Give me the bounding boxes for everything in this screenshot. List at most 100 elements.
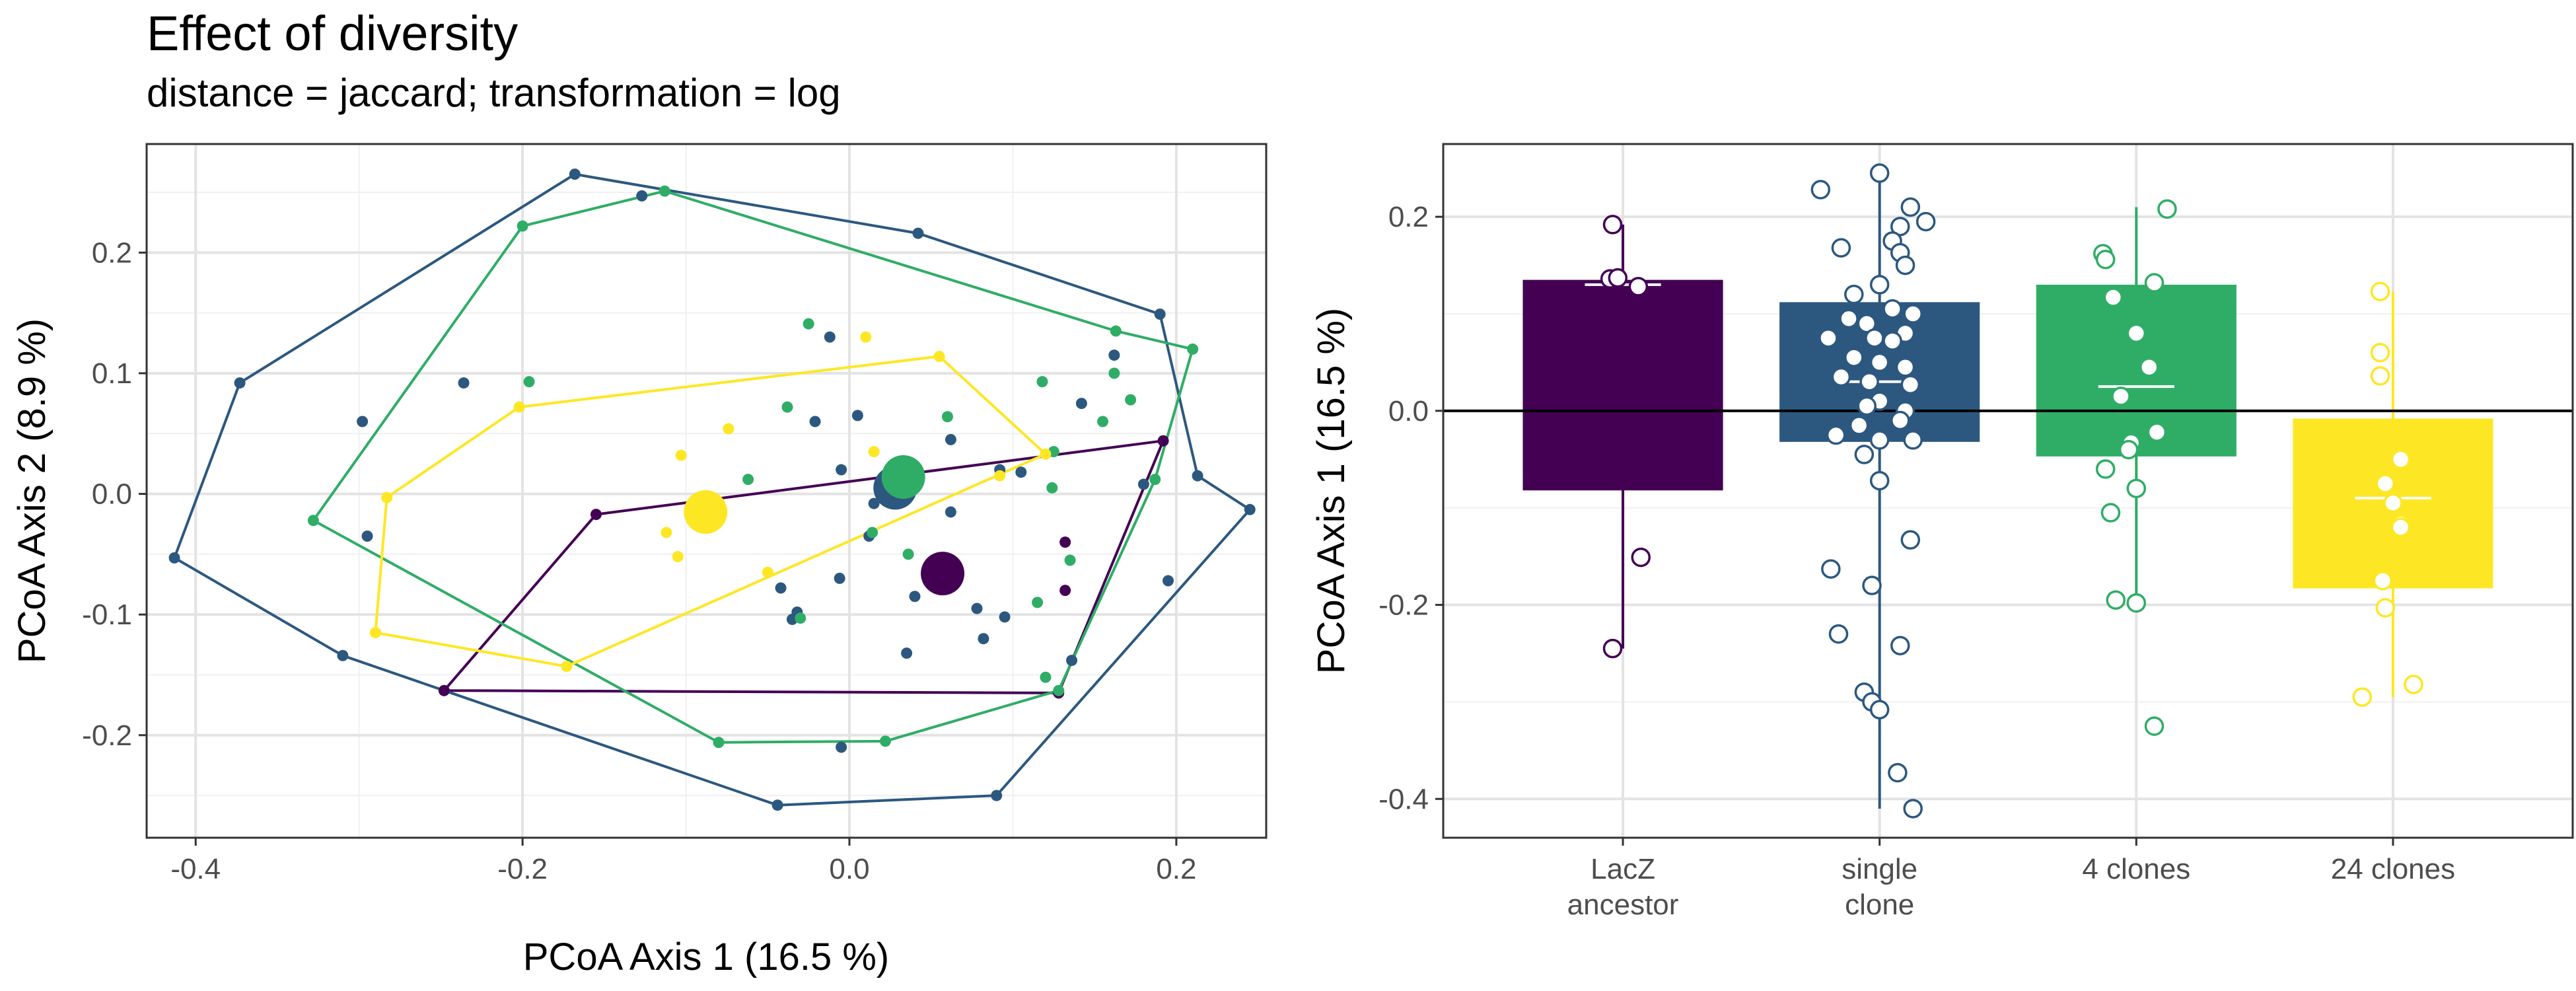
- scatter-point: [836, 464, 847, 476]
- scatter-point: [381, 492, 393, 503]
- scatter-point: [771, 799, 783, 811]
- scatter-point: [1137, 478, 1149, 490]
- jitter-point: [2390, 449, 2411, 470]
- scatter-tick-labels: -0.4 -0.2 0.0 0.2 -0.2 -0.1 0.0 0.1 0.2: [82, 237, 1196, 885]
- tick-label-line: LacZ: [1591, 853, 1655, 885]
- scatter-point: [337, 649, 349, 661]
- tick-label-line: 4 clones: [2082, 853, 2190, 885]
- jitter-point: [1628, 277, 1649, 297]
- jitter-point: [1608, 268, 1628, 288]
- scatter-point: [369, 627, 381, 639]
- scatter-x-tick-label: -0.4: [170, 853, 221, 885]
- scatter-point: [675, 449, 687, 461]
- scatter-point: [513, 401, 525, 413]
- jitter-point: [2375, 598, 2396, 618]
- jitter-point: [1888, 762, 1908, 783]
- jitter-point: [2100, 503, 2121, 523]
- boxplot-x-tick-label: 24 clones: [2331, 853, 2455, 885]
- scatter-point: [994, 470, 1006, 482]
- jitter-point: [1828, 624, 1849, 644]
- jitter-point: [1831, 238, 1851, 258]
- scatter-point: [851, 410, 863, 422]
- boxplot-y-tick-label: -0.4: [1378, 783, 1429, 815]
- scatter-point: [775, 582, 787, 594]
- jitter-point: [1857, 396, 1877, 416]
- scatter-point: [636, 190, 648, 202]
- scatter-point: [561, 661, 573, 673]
- jitter-point: [1869, 470, 1890, 491]
- scatter-point: [569, 168, 581, 180]
- jitter-point: [1900, 375, 1921, 394]
- centroid-24-clones: [684, 490, 728, 534]
- boxplot-y-tick-label: -0.2: [1378, 589, 1429, 622]
- boxplot-panel-border: [1442, 143, 2574, 839]
- jitter-point: [1903, 799, 1923, 819]
- boxplot-x-tick-label: LacZ ancestor: [1567, 853, 1679, 921]
- jitter-point: [2373, 571, 2393, 591]
- boxplot-x-tick-label: single clone: [1842, 853, 1917, 921]
- scatter-point: [234, 377, 246, 389]
- scatter-point: [945, 506, 956, 518]
- scatter-point: [1066, 655, 1078, 667]
- jitter-point: [1839, 309, 1859, 329]
- jitter-point: [1844, 348, 1864, 367]
- scatter-point: [909, 591, 921, 603]
- jitter-point: [1854, 445, 1875, 464]
- scatter-point: [824, 331, 836, 343]
- scatter-point: [1053, 684, 1065, 696]
- scatter-point: [1064, 554, 1076, 566]
- scatter-point: [357, 416, 369, 427]
- jitter-point: [1810, 180, 1831, 200]
- scatter-x-axis-title: PCoA Axis 1 (16.5 %): [523, 936, 889, 978]
- jitter-point: [1869, 430, 1890, 450]
- scatter-point: [1059, 536, 1071, 548]
- boxplot-groups: [1443, 163, 2573, 819]
- hull-single-clone: [173, 172, 1252, 807]
- scatter-point: [659, 185, 670, 197]
- scatter-y-axis-title: PCoA Axis 2 (8.9 %): [11, 318, 54, 663]
- scatter-point: [661, 527, 672, 538]
- jitter-point: [1869, 275, 1890, 295]
- scatter-point: [438, 684, 450, 696]
- jitter-point: [2157, 199, 2177, 219]
- scatter-point: [836, 741, 847, 753]
- jitter-point: [1859, 372, 1879, 392]
- scatter-point: [834, 572, 845, 584]
- scatter-point: [762, 566, 773, 578]
- scatter-point: [1059, 585, 1071, 597]
- axis1-boxplot-panel: -0.4 -0.2 0.0 0.2 LacZ ancestor single clone 4 c…: [1310, 143, 2574, 921]
- jitter-point: [2111, 386, 2131, 406]
- scatter-y-tick-label: 0.0: [92, 478, 132, 511]
- box: [1522, 279, 1723, 491]
- scatter-point: [1149, 474, 1161, 486]
- scatter-point: [999, 611, 1011, 623]
- jitter-point: [1602, 215, 1623, 235]
- scatter-point: [1157, 435, 1169, 447]
- jitter-point: [2144, 273, 2165, 293]
- scatter-point: [1244, 503, 1256, 515]
- scatter-point: [868, 497, 880, 509]
- scatter-point: [517, 220, 528, 232]
- jitter-point: [1862, 575, 1882, 595]
- jitter-point: [1903, 304, 1923, 324]
- scatter-point: [672, 551, 684, 563]
- jitter-point: [1869, 352, 1890, 373]
- scatter-y-tick-label: 0.1: [92, 357, 132, 390]
- jitter-point: [1844, 284, 1864, 305]
- scatter-point: [458, 377, 470, 389]
- box: [2036, 284, 2236, 457]
- jitter-point: [1602, 638, 1623, 659]
- scatter-y-tick-label: -0.2: [82, 719, 132, 752]
- scatter-point: [1108, 367, 1120, 379]
- scatter-centroids: [684, 455, 965, 596]
- scatter-point: [795, 612, 806, 624]
- scatter-point: [1163, 575, 1174, 587]
- chart-title: Effect of diversity: [147, 6, 519, 61]
- jitter-point: [1890, 410, 1910, 431]
- scatter-point: [742, 474, 754, 486]
- jitter-point: [2390, 517, 2411, 537]
- scatter-point: [803, 318, 814, 330]
- jitter-point: [2370, 366, 2390, 386]
- scatter-points: [168, 168, 1256, 811]
- scatter-point: [1192, 470, 1203, 482]
